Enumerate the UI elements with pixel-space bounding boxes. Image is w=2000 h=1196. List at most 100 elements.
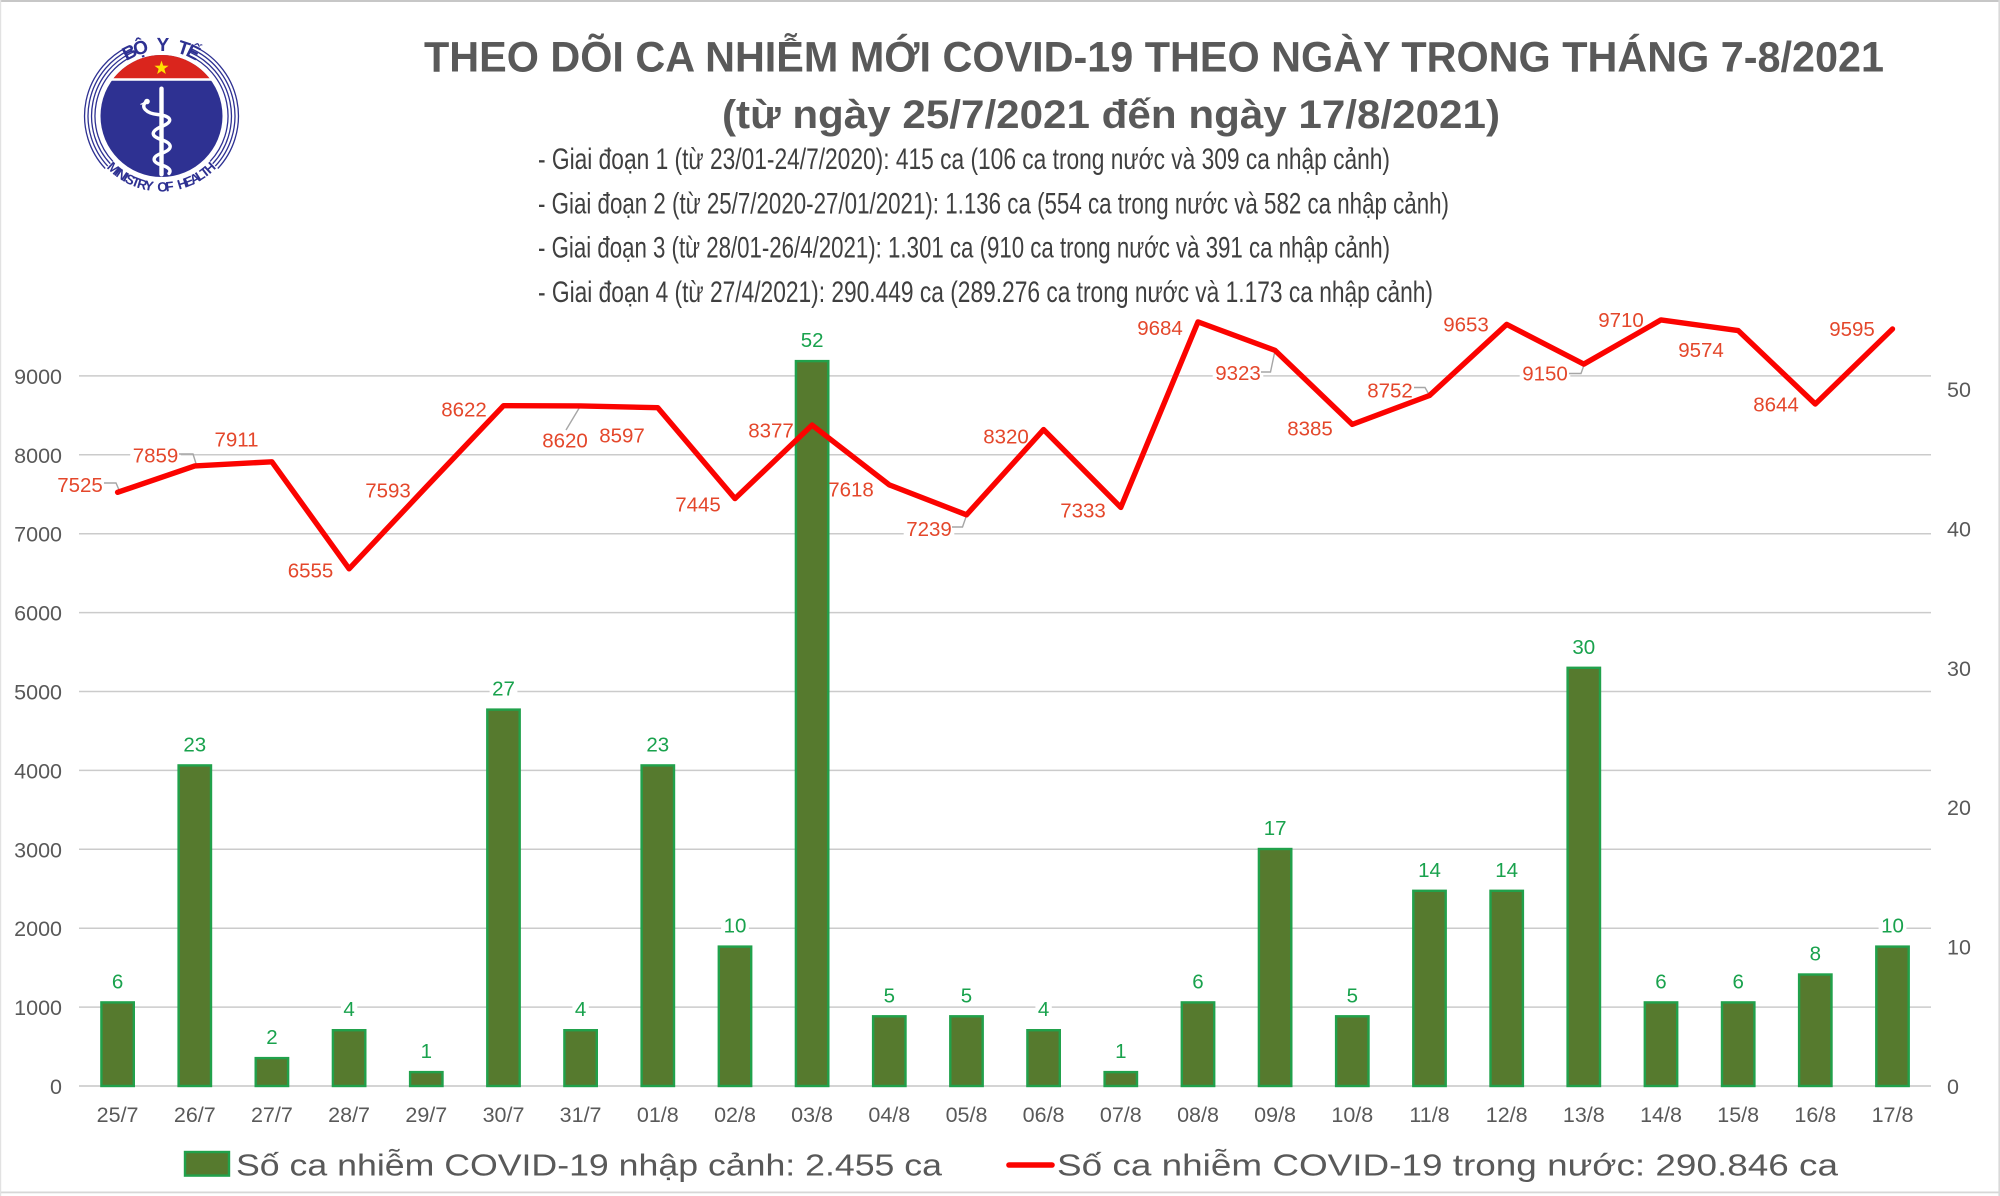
svg-text:25/7: 25/7 [97,1103,139,1127]
svg-text:13/8: 13/8 [1563,1103,1605,1127]
svg-text:20: 20 [1947,796,1971,820]
svg-text:14/8: 14/8 [1640,1103,1682,1127]
svg-text:Y: Y [156,35,169,56]
svg-text:16/8: 16/8 [1794,1103,1836,1127]
svg-text:8385: 8385 [1287,417,1333,440]
svg-text:27: 27 [492,678,515,701]
svg-text:5: 5 [884,984,895,1007]
svg-text:9323: 9323 [1215,362,1261,385]
svg-text:6555: 6555 [288,559,334,582]
svg-text:7239: 7239 [906,518,952,541]
svg-text:29/7: 29/7 [405,1103,447,1127]
svg-text:6: 6 [1655,970,1666,993]
svg-text:8: 8 [1810,943,1821,966]
svg-text:Ộ: Ộ [130,35,151,60]
svg-text:52: 52 [801,329,824,352]
svg-text:02/8: 02/8 [714,1103,756,1127]
svg-text:0: 0 [50,1075,62,1099]
svg-text:H: H [176,175,190,192]
svg-text:(từ ngày 25/7/2021 đến ngày 17: (từ ngày 25/7/2021 đến ngày 17/8/2021) [722,93,1500,137]
svg-text:10: 10 [1881,915,1904,938]
svg-text:04/8: 04/8 [868,1103,910,1127]
svg-text:6: 6 [1732,970,1743,993]
svg-text:2000: 2000 [14,917,62,941]
svg-text:9574: 9574 [1678,339,1724,362]
svg-text:8620: 8620 [542,429,588,452]
svg-text:50: 50 [1947,378,1971,402]
svg-text:F: F [165,179,175,195]
svg-text:Số ca nhiễm COVID-19 trong nướ: Số ca nhiễm COVID-19 trong nước: 290.846… [1057,1148,1839,1183]
svg-text:09/8: 09/8 [1254,1103,1296,1127]
svg-text:8000: 8000 [14,444,62,468]
svg-text:9595: 9595 [1829,318,1875,341]
svg-text:9684: 9684 [1137,317,1183,340]
svg-text:15/8: 15/8 [1717,1103,1759,1127]
svg-text:10: 10 [724,915,747,938]
svg-text:26/7: 26/7 [174,1103,216,1127]
svg-text:9653: 9653 [1443,313,1489,336]
svg-text:1000: 1000 [14,996,62,1020]
svg-text:8597: 8597 [599,424,645,447]
svg-text:1: 1 [421,1040,432,1063]
svg-text:7593: 7593 [365,479,411,502]
svg-text:7911: 7911 [214,428,258,451]
svg-text:14: 14 [1418,859,1441,882]
svg-text:10: 10 [1947,936,1971,960]
svg-text:6: 6 [112,970,123,993]
svg-text:23: 23 [183,733,206,756]
svg-text:27/7: 27/7 [251,1103,293,1127]
svg-text:4000: 4000 [14,759,62,783]
svg-text:08/8: 08/8 [1177,1103,1219,1127]
svg-text:0: 0 [1947,1075,1959,1099]
svg-text:8320: 8320 [983,425,1029,448]
svg-text:1: 1 [1115,1040,1126,1063]
svg-text:- Giai đoạn 4 (từ 27/4/2021):: - Giai đoạn 4 (từ 27/4/2021): 290.449 ca… [538,276,1433,309]
svg-text:8622: 8622 [441,398,487,421]
svg-text:7000: 7000 [14,523,62,547]
svg-text:4: 4 [343,998,354,1021]
svg-text:4: 4 [575,998,586,1021]
svg-text:9150: 9150 [1522,362,1568,385]
svg-text:7859: 7859 [133,444,179,467]
svg-text:05/8: 05/8 [946,1103,988,1127]
svg-text:30/7: 30/7 [483,1103,525,1127]
svg-text:5: 5 [961,984,972,1007]
svg-text:07/8: 07/8 [1100,1103,1142,1127]
svg-text:THEO DÕI CA NHIỄM MỚI COVID-19: THEO DÕI CA NHIỄM MỚI COVID-19 THEO NGÀY… [424,33,1884,82]
svg-text:9710: 9710 [1598,309,1644,332]
svg-text:8752: 8752 [1367,379,1413,402]
svg-text:- Giai đoạn 1 (từ 23/01-24/7/2: - Giai đoạn 1 (từ 23/01-24/7/2020): 415 … [538,143,1390,176]
svg-text:9000: 9000 [14,365,62,389]
svg-text:30: 30 [1572,636,1595,659]
svg-text:7445: 7445 [675,493,721,516]
svg-text:3000: 3000 [14,838,62,862]
svg-text:O: O [157,179,168,194]
svg-text:01/8: 01/8 [637,1103,679,1127]
svg-text:31/7: 31/7 [560,1103,602,1127]
svg-text:4: 4 [1038,998,1049,1021]
svg-text:14: 14 [1495,859,1518,882]
svg-text:Y: Y [143,178,155,194]
svg-text:03/8: 03/8 [791,1103,833,1127]
svg-text:7333: 7333 [1060,499,1106,522]
svg-text:Số ca nhiễm COVID-19 nhập cảnh: Số ca nhiễm COVID-19 nhập cảnh: 2.455 ca [236,1148,943,1183]
svg-text:I: I [120,170,131,185]
svg-text:7618: 7618 [828,478,874,501]
svg-text:8644: 8644 [1753,394,1799,417]
svg-text:17: 17 [1264,817,1287,840]
svg-text:R: R [135,176,149,193]
svg-text:- Giai đoạn 2 (từ 25/7/2020-27: - Giai đoạn 2 (từ 25/7/2020-27/01/2021):… [538,187,1449,220]
svg-text:7525: 7525 [57,474,103,497]
svg-text:2: 2 [266,1026,277,1049]
svg-text:6000: 6000 [14,602,62,626]
svg-text:06/8: 06/8 [1023,1103,1065,1127]
svg-text:17/8: 17/8 [1872,1103,1914,1127]
svg-text:11/8: 11/8 [1409,1103,1449,1127]
svg-text:5000: 5000 [14,681,62,705]
svg-text:12/8: 12/8 [1486,1103,1528,1127]
svg-text:40: 40 [1947,517,1971,541]
svg-text:28/7: 28/7 [328,1103,370,1127]
svg-text:5: 5 [1347,984,1358,1007]
svg-text:30: 30 [1947,657,1971,681]
svg-text:8377: 8377 [748,419,794,442]
